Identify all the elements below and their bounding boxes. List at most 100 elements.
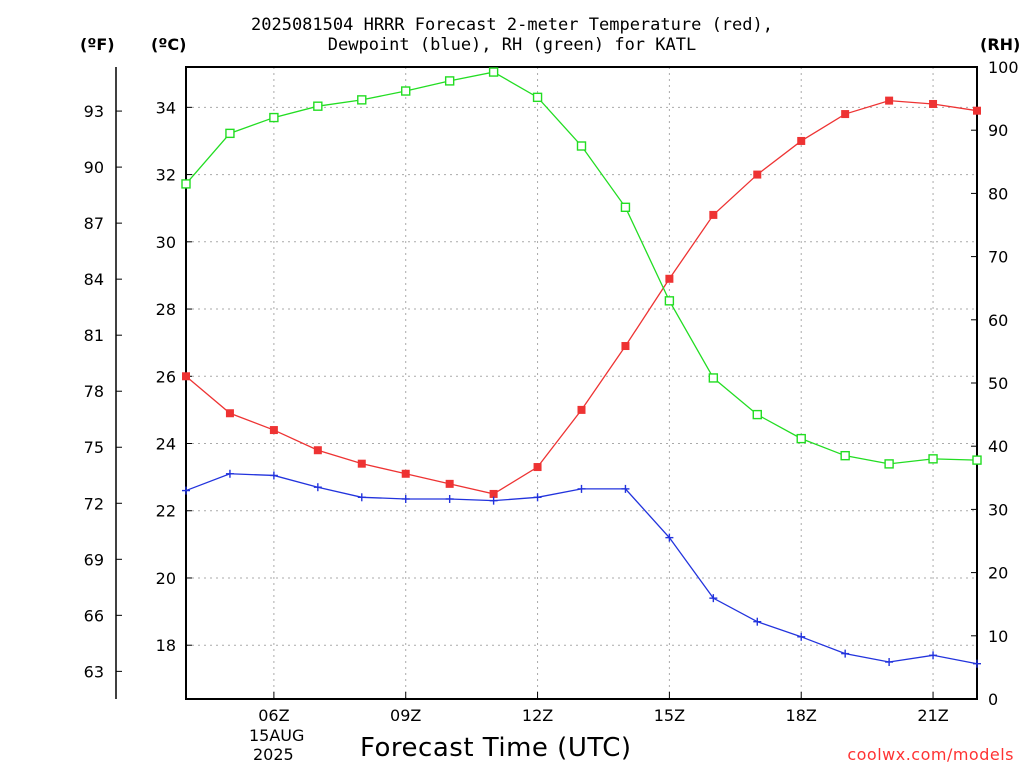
temperature-point (269, 426, 278, 435)
temperature-line (185, 99, 978, 495)
rh-point (796, 433, 806, 444)
rh-point (620, 202, 631, 213)
celsius-tick-label: 32 (156, 166, 176, 185)
rh-point (401, 86, 411, 96)
rh-tick-label: 0 (988, 690, 998, 709)
x-tick-label: 06Z (258, 706, 289, 725)
temperature-point (973, 106, 981, 115)
series-markers (181, 67, 982, 668)
rh-tick-label: 60 (988, 311, 1008, 330)
fahrenheit-tick-label: 66 (84, 606, 104, 625)
x-tick-label: 21Z (917, 706, 948, 725)
fahrenheit-tick-label: 81 (84, 326, 104, 345)
temperature-point (621, 342, 630, 351)
fahrenheit-tick-label: 69 (84, 550, 104, 569)
fahrenheit-tick-label: 75 (84, 438, 104, 457)
dewpoint-point (269, 471, 278, 480)
dewpoint-point (885, 658, 894, 667)
grid-lines (186, 67, 977, 699)
fahrenheit-tick-label: 72 (84, 494, 104, 513)
dewpoint-point (313, 483, 322, 492)
x-tick-label: 18Z (786, 706, 817, 725)
temperature-point (533, 463, 542, 472)
dewpoint-point (357, 493, 366, 502)
dewpoint-point (797, 632, 806, 641)
celsius-tick-label: 26 (156, 367, 176, 386)
fahrenheit-tick-label: 84 (84, 270, 104, 289)
rh-point (884, 459, 894, 469)
celsius-tick-label: 20 (156, 569, 176, 588)
dewpoint-point (709, 594, 718, 603)
watermark: coolwx.com/models (847, 745, 1014, 764)
temperature-point (753, 170, 762, 179)
rh-tick-label: 50 (988, 374, 1008, 393)
rh-point (269, 112, 279, 123)
temperature-point (313, 446, 322, 455)
dewpoint-point (753, 617, 762, 626)
temperature-point (357, 459, 366, 468)
date-label-year: 2025 (253, 745, 294, 764)
dewpoint-point (182, 486, 190, 495)
fahrenheit-tick-label: 87 (84, 214, 104, 233)
rh-point (357, 95, 367, 105)
dewpoint-point (489, 496, 498, 505)
rh-point (576, 141, 587, 151)
fahrenheit-tick-label: 63 (84, 662, 104, 681)
rh-point (928, 454, 938, 464)
rh-tick-label: 20 (988, 564, 1008, 583)
rh-point (708, 373, 719, 383)
celsius-tick-label: 30 (156, 233, 176, 252)
dewpoint-point (401, 494, 410, 503)
temperature-point (225, 409, 234, 418)
dewpoint-point (841, 649, 850, 658)
temperature-point (797, 136, 806, 145)
dewpoint-point (973, 659, 981, 668)
rh-tick-label: 70 (988, 248, 1008, 267)
temperature-point (709, 210, 718, 219)
fahrenheit-tick-label: 90 (84, 158, 104, 177)
x-tick-label: 09Z (390, 706, 421, 725)
temperature-point (577, 405, 586, 414)
rh-tick-label: 90 (988, 121, 1008, 140)
celsius-tick-label: 18 (156, 636, 176, 655)
dewpoint-point (621, 484, 630, 493)
celsius-tick-label: 22 (156, 502, 176, 521)
temperature-point (182, 372, 190, 381)
rh-point (664, 296, 675, 306)
rh-tick-label: 100 (988, 58, 1019, 77)
x-tick-label: 15Z (654, 706, 685, 725)
dewpoint-point (533, 493, 542, 502)
rh-tick-label: 30 (988, 500, 1008, 519)
dewpoint-line (185, 473, 978, 665)
temperature-point (841, 110, 850, 119)
temperature-point (665, 274, 674, 283)
rh-line (185, 71, 978, 465)
temperature-point (445, 479, 454, 488)
rh-point (225, 128, 235, 139)
fahrenheit-tick-label: 78 (84, 382, 104, 401)
celsius-axis-unit: (ºC) (151, 35, 187, 54)
rh-point (313, 101, 323, 111)
celsius-tick-label: 28 (156, 300, 176, 319)
dewpoint-point (929, 651, 938, 660)
dewpoint-point (225, 469, 234, 478)
temperature-point (401, 469, 410, 478)
rh-point (444, 76, 455, 86)
dewpoint-point (445, 494, 454, 503)
fahrenheit-tick-label: 93 (84, 102, 104, 121)
celsius-tick-label: 24 (156, 435, 176, 454)
rh-tick-label: 40 (988, 437, 1008, 456)
rh-tick-label: 10 (988, 627, 1008, 646)
rh-point (840, 450, 850, 461)
temperature-point (885, 96, 894, 105)
chart-title-line-1: 2025081504 HRRR Forecast 2-meter Tempera… (251, 15, 773, 35)
rh-axis-unit: (RH) (980, 35, 1021, 54)
rh-point (488, 67, 499, 77)
rh-point (972, 455, 982, 465)
axes (115, 66, 978, 700)
rh-tick-label: 80 (988, 184, 1008, 203)
rh-point (532, 92, 543, 103)
rh-point (752, 409, 762, 420)
chart-title-line-2: Dewpoint (blue), RH (green) for KATL (327, 35, 697, 55)
